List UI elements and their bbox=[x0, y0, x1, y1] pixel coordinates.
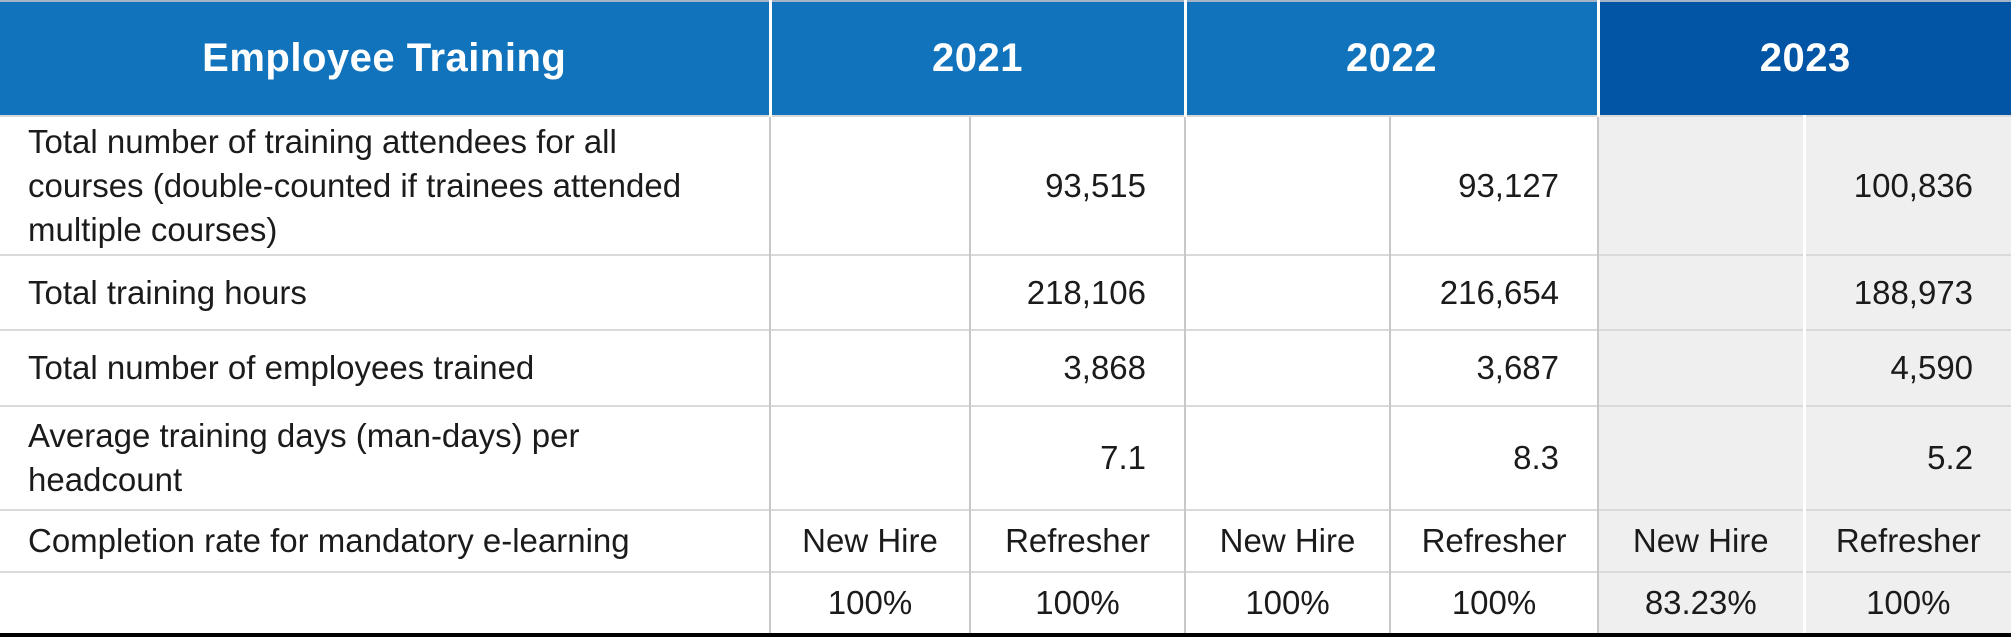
rate-new-hire-2023: 83.23% bbox=[1597, 571, 1805, 635]
empty-cell-2021-a bbox=[769, 115, 970, 255]
rate-refresher-2021: 100% bbox=[968, 571, 1186, 635]
row-training-attendees: Total number of training attendees for a… bbox=[0, 115, 2011, 255]
empty-cell-2022-a bbox=[1184, 405, 1391, 510]
subcol-header-new-hire-2022: New Hire bbox=[1184, 509, 1391, 572]
empty-cell-2023-a bbox=[1597, 405, 1805, 510]
metric-label: Average training days (man-days) per hea… bbox=[0, 405, 770, 510]
value-2023: 100,836 bbox=[1802, 115, 2011, 255]
empty-cell-2022-a bbox=[1184, 254, 1391, 330]
value-2022: 93,127 bbox=[1389, 115, 1599, 255]
row-average-training-days: Average training days (man-days) per hea… bbox=[0, 405, 2011, 510]
subcol-header-new-hire-2021: New Hire bbox=[769, 509, 970, 572]
table-title: Employee Training bbox=[0, 1, 770, 116]
metric-label: Total training hours bbox=[0, 254, 770, 330]
value-2023: 188,973 bbox=[1802, 254, 2011, 330]
value-2023: 5.2 bbox=[1802, 405, 2011, 510]
rate-new-hire-2021: 100% bbox=[769, 571, 970, 635]
metric-label: Total number of training attendees for a… bbox=[0, 115, 770, 255]
year-header-2021: 2021 bbox=[768, 1, 1186, 116]
value-2021: 7.1 bbox=[968, 405, 1186, 510]
empty-cell-2021-a bbox=[769, 329, 970, 406]
row-completion-rate-values: 100% 100% 100% 100% 83.23% 100% bbox=[0, 571, 2011, 635]
empty-cell-2023-a bbox=[1597, 329, 1805, 406]
empty-cell-2023-a bbox=[1597, 254, 1805, 330]
row-employees-trained: Total number of employees trained 3,868 … bbox=[0, 329, 2011, 406]
metric-label: Total number of employees trained bbox=[0, 329, 770, 406]
value-2021: 218,106 bbox=[968, 254, 1186, 330]
value-2022: 3,687 bbox=[1389, 329, 1599, 406]
subcol-header-new-hire-2023: New Hire bbox=[1597, 509, 1805, 572]
year-header-2022: 2022 bbox=[1183, 1, 1599, 116]
empty-cell-2021-a bbox=[769, 254, 970, 330]
rate-new-hire-2022: 100% bbox=[1184, 571, 1391, 635]
value-2021: 3,868 bbox=[968, 329, 1186, 406]
empty-label-cell bbox=[0, 571, 770, 635]
row-training-hours: Total training hours 218,106 216,654 188… bbox=[0, 254, 2011, 330]
header-row: Employee Training 2021 2022 2023 bbox=[0, 1, 2011, 116]
empty-cell-2021-a bbox=[769, 405, 970, 510]
value-2021: 93,515 bbox=[968, 115, 1186, 255]
rate-refresher-2022: 100% bbox=[1389, 571, 1599, 635]
empty-cell-2023-a bbox=[1597, 115, 1805, 255]
empty-cell-2022-a bbox=[1184, 329, 1391, 406]
value-2023: 4,590 bbox=[1802, 329, 2011, 406]
metric-label: Completion rate for mandatory e-learning bbox=[0, 509, 770, 572]
subcol-header-refresher-2023: Refresher bbox=[1802, 509, 2011, 572]
row-completion-rate-subheaders: Completion rate for mandatory e-learning… bbox=[0, 509, 2011, 572]
subcol-header-refresher-2021: Refresher bbox=[968, 509, 1186, 572]
rate-refresher-2023: 100% bbox=[1802, 571, 2011, 635]
value-2022: 8.3 bbox=[1389, 405, 1599, 510]
year-header-2023: 2023 bbox=[1596, 1, 2011, 116]
value-2022: 216,654 bbox=[1389, 254, 1599, 330]
empty-cell-2022-a bbox=[1184, 115, 1391, 255]
subcol-header-refresher-2022: Refresher bbox=[1389, 509, 1599, 572]
